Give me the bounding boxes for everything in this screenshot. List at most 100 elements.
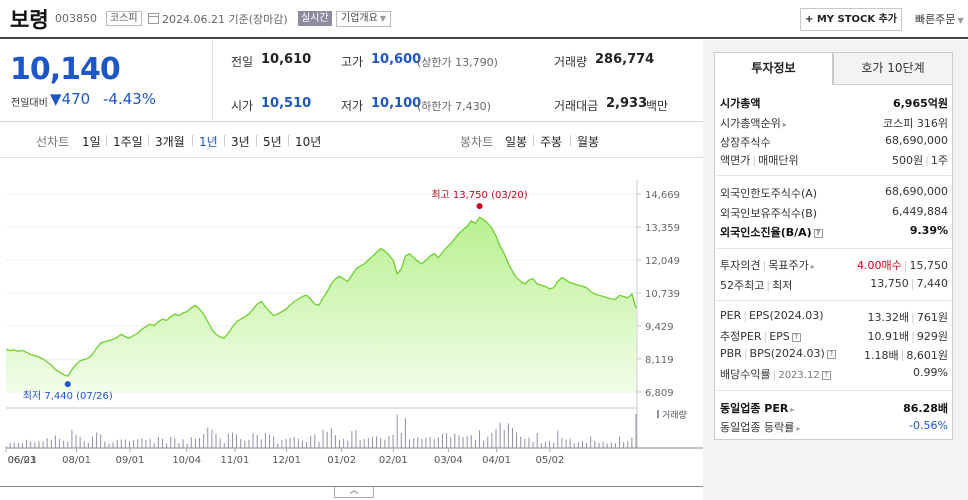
tab-period-1d[interactable]: 1일 xyxy=(82,135,101,149)
tab-period-1w[interactable]: 1주일 xyxy=(113,135,143,149)
tab-candle-chart[interactable]: 봉차트 xyxy=(460,135,494,149)
divider xyxy=(0,121,703,122)
volume-bar xyxy=(557,430,559,448)
x-tick-label: 03/04 xyxy=(434,455,463,466)
volume-bar xyxy=(499,422,501,448)
prev-close-label: 전일 xyxy=(231,55,254,69)
help-icon[interactable]: ? xyxy=(821,371,831,380)
volume-bar xyxy=(264,432,266,448)
x-tick-label: 10/04 xyxy=(172,455,201,466)
chevron-right-icon[interactable]: ▸ xyxy=(796,424,801,433)
tab-line-chart[interactable]: 선차트 xyxy=(36,135,70,149)
tab-candle-weekly[interactable]: 주봉 xyxy=(540,135,563,149)
volume-bar xyxy=(466,436,468,448)
volume-bar xyxy=(441,433,443,448)
high-marker xyxy=(476,203,483,210)
row-market-cap-rank: 시가총액순위 ▸ 코스피 316위 xyxy=(720,115,948,131)
volume-bar xyxy=(38,441,40,448)
help-icon[interactable]: ? xyxy=(826,350,836,359)
volume-bar xyxy=(240,438,242,448)
volume-bar xyxy=(219,438,221,448)
volume-bar xyxy=(623,442,625,448)
volume-bar xyxy=(190,437,192,448)
tab-candle-monthly[interactable]: 월봉 xyxy=(577,135,600,149)
volume-bar xyxy=(594,440,596,448)
volume-bar xyxy=(223,442,225,448)
help-icon[interactable]: ? xyxy=(813,229,823,238)
foreign-limit-label: 외국인한도주식수(A) xyxy=(720,187,818,200)
row-market-cap: 시가총액 6,965억원 xyxy=(720,95,948,111)
per-value: 13.32배 xyxy=(867,311,910,324)
volume-bar xyxy=(462,437,464,448)
volume-bar xyxy=(553,442,555,448)
tab-period-10y[interactable]: 10년 xyxy=(295,135,322,149)
tab-period-1y[interactable]: 1년 xyxy=(199,135,218,149)
open-label: 시가 xyxy=(231,99,254,113)
volume-bar xyxy=(536,432,538,448)
divider xyxy=(288,135,289,146)
volume-bar xyxy=(454,433,456,448)
volume-bar xyxy=(396,414,398,448)
volume-bar xyxy=(231,432,233,448)
volume-bar xyxy=(100,434,102,448)
volume-bar xyxy=(137,439,139,448)
tab-candle-daily[interactable]: 일봉 xyxy=(505,135,528,149)
volume-bar xyxy=(322,429,324,448)
volume-bar xyxy=(63,440,65,448)
change-amount: ▼470 xyxy=(50,90,91,108)
header: 보령 003850 코스피 2024.06.21 기준(장마감) 실시간 기업개… xyxy=(0,0,968,38)
collapse-chart-button[interactable]: ︿ xyxy=(334,487,374,498)
chevron-right-icon[interactable]: ▸ xyxy=(782,120,787,129)
row-foreign-limit: 외국인한도주식수(A) 68,690,000 xyxy=(720,185,948,201)
bps-label: BPS(2024.03) xyxy=(749,347,825,360)
volume-bar xyxy=(528,437,530,448)
divider xyxy=(106,135,107,146)
volume-bar xyxy=(606,443,608,448)
par-value: 500원 xyxy=(892,154,924,167)
volume-bar xyxy=(182,439,184,448)
volume-bar xyxy=(491,432,493,448)
x-tick-label: 06/03 xyxy=(8,455,37,466)
volume-bar xyxy=(590,436,592,448)
base-date: 2024.06.21 기준(장마감) xyxy=(162,13,288,26)
volume-bar xyxy=(334,435,336,448)
tab-order-book[interactable]: 호가 10단계 xyxy=(833,52,953,85)
price-line xyxy=(5,216,637,377)
volume-bar xyxy=(91,436,93,448)
tab-investment-info[interactable]: 투자정보 xyxy=(714,52,833,85)
volume-bar xyxy=(479,430,481,448)
volume-bar xyxy=(573,443,575,448)
volume-bar xyxy=(203,434,205,448)
realtime-badge[interactable]: 실시간 xyxy=(298,11,332,26)
quick-order-button[interactable]: 빠른주문 ▼ xyxy=(915,11,964,27)
volume-bar xyxy=(273,436,275,448)
chevron-right-icon[interactable]: ▸ xyxy=(810,262,815,271)
volume-bar xyxy=(54,435,56,448)
volume-bar xyxy=(145,439,147,448)
volume-legend-icon xyxy=(657,410,659,418)
calendar-icon xyxy=(148,13,159,24)
par-label: 액면가 xyxy=(720,154,751,167)
divider xyxy=(716,248,951,249)
company-overview-dropdown[interactable]: 기업개요 ▼ xyxy=(336,11,391,27)
price-chart[interactable]: 14,66913,35912,04910,7399,4298,1196,809 … xyxy=(0,180,703,470)
volume-bar xyxy=(34,442,36,448)
help-icon[interactable]: ? xyxy=(791,333,801,342)
tab-period-5y[interactable]: 5년 xyxy=(263,135,282,149)
volume-bar xyxy=(483,440,485,448)
volume-bar xyxy=(314,434,316,448)
volume-bar xyxy=(524,438,526,448)
tab-period-3y[interactable]: 3년 xyxy=(231,135,250,149)
volume-legend: 거래량 xyxy=(662,409,687,421)
volume-bar xyxy=(635,414,637,448)
volume-bar xyxy=(112,442,114,448)
x-tick-label: 04/01 xyxy=(482,455,511,466)
tab-period-3m[interactable]: 3개월 xyxy=(155,135,185,149)
volume-bar xyxy=(42,441,44,448)
add-my-stock-button[interactable]: + MY STOCK 추가 xyxy=(800,8,902,31)
divider xyxy=(148,135,149,146)
chevron-right-icon[interactable]: ▸ xyxy=(790,405,795,414)
week52-low-label: 최저 xyxy=(772,279,793,292)
volume-bar xyxy=(96,432,98,448)
divider xyxy=(533,135,534,146)
